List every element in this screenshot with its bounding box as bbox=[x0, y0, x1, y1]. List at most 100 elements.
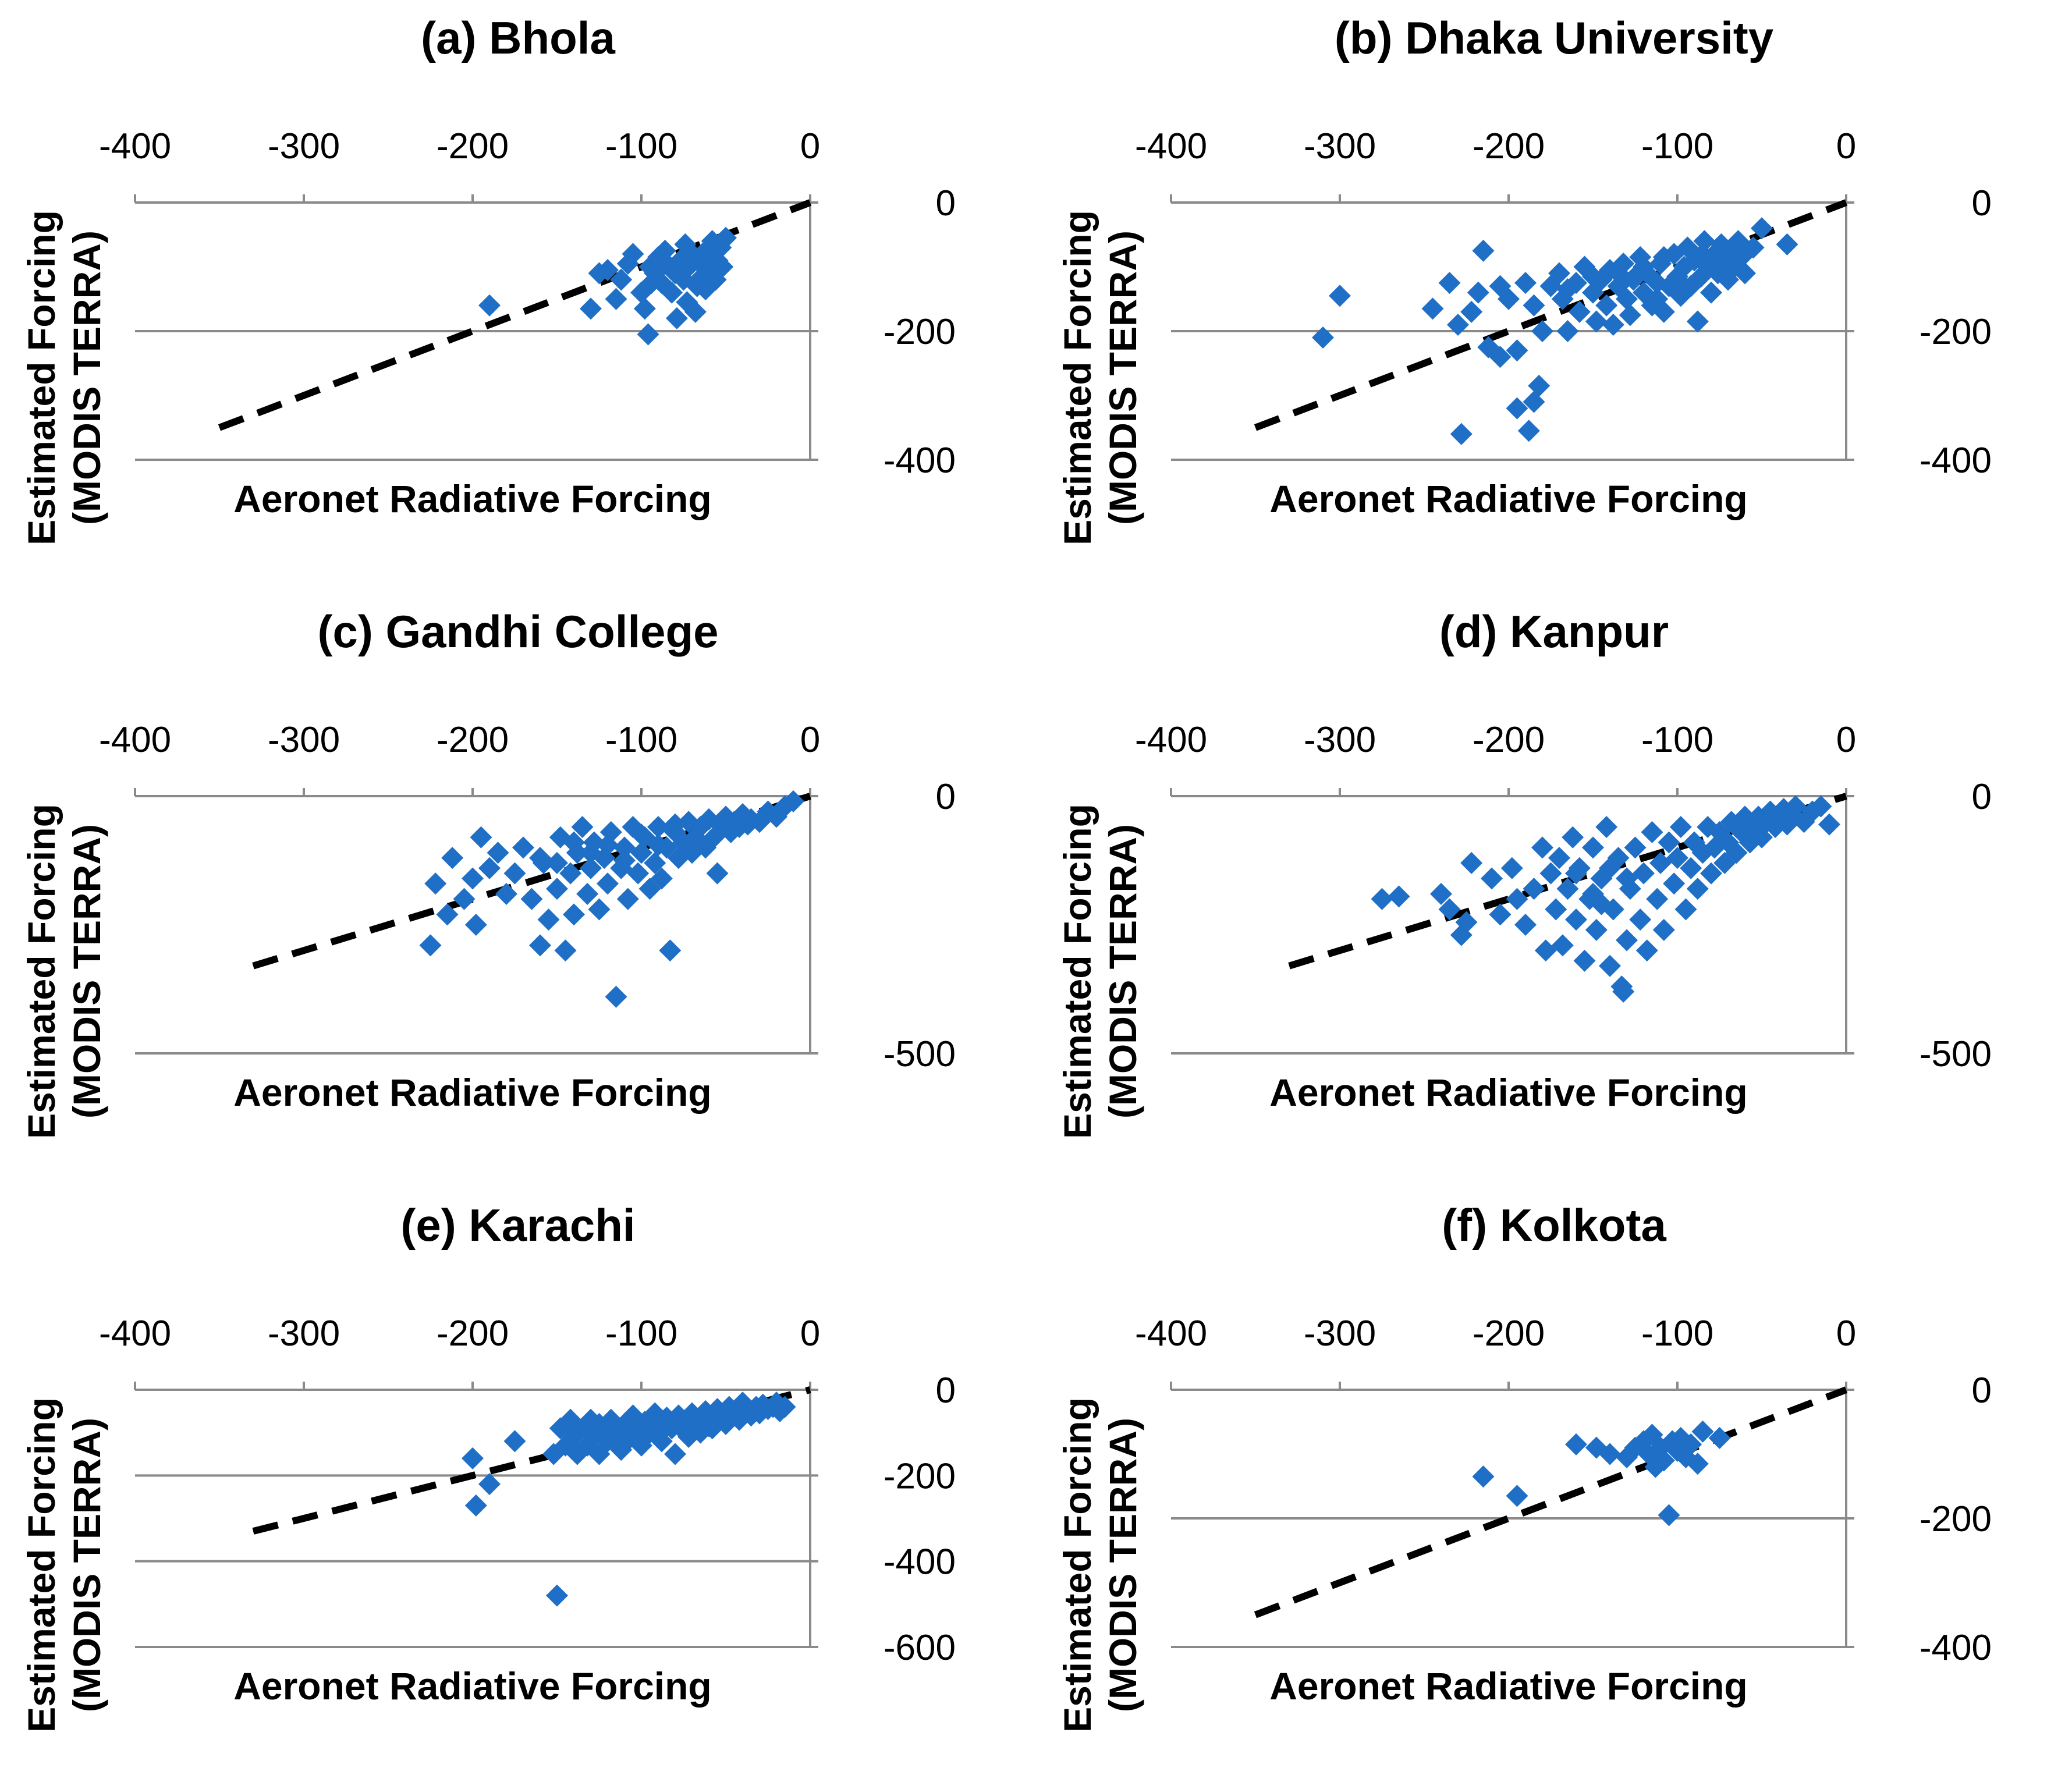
data-point bbox=[554, 939, 577, 962]
data-point bbox=[436, 903, 459, 926]
y-axis-label-line: Estimated Forcing bbox=[1056, 210, 1099, 545]
y-tick-label: -500 bbox=[884, 1034, 956, 1074]
x-tick-label: 0 bbox=[1836, 1314, 1856, 1354]
data-point bbox=[1646, 888, 1669, 910]
data-point bbox=[546, 1584, 568, 1607]
data-point bbox=[1646, 287, 1669, 310]
data-point bbox=[462, 1447, 484, 1469]
data-point bbox=[1706, 262, 1729, 285]
data-point bbox=[1562, 826, 1584, 849]
data-point bbox=[1312, 326, 1334, 349]
data-point bbox=[677, 1426, 700, 1449]
y-tick-label: 0 bbox=[936, 183, 956, 223]
data-point bbox=[588, 898, 611, 921]
data-point bbox=[1658, 1504, 1680, 1527]
x-tick-label: -100 bbox=[605, 1314, 677, 1354]
data-point bbox=[1641, 1424, 1663, 1446]
data-point bbox=[1590, 893, 1613, 915]
y-tick-label: -400 bbox=[884, 1542, 956, 1582]
chart-panel-kolkota: (f) Kolkota -400 -300 -200 -100 0 0 -200 -400 Aer… bbox=[1036, 1187, 2072, 1781]
data-point bbox=[1582, 836, 1604, 859]
data-point bbox=[563, 831, 585, 854]
data-point bbox=[630, 1417, 652, 1440]
data-point bbox=[1460, 300, 1483, 323]
chart-title: (c) Gandhi College bbox=[317, 606, 718, 657]
data-point bbox=[1751, 826, 1773, 849]
data-point bbox=[1585, 918, 1608, 941]
y-axis-label: Estimated Forcing(MODIS TERRA) bbox=[1056, 804, 1144, 1139]
data-point bbox=[1751, 217, 1773, 240]
y-tick-label: 0 bbox=[936, 777, 956, 817]
chart-title: (a) Bhola bbox=[421, 12, 615, 63]
scatter-chart-kanpur: (d) Kanpur -400 -300 -200 -100 0 0 -500 Aeronet … bbox=[1056, 606, 1992, 1139]
data-point bbox=[674, 233, 697, 255]
data-point bbox=[757, 800, 779, 823]
x-tick-label: 0 bbox=[1836, 720, 1856, 760]
data-point bbox=[605, 287, 627, 310]
data-point bbox=[1669, 272, 1692, 294]
x-axis-label: Aeronet Radiative Forcing bbox=[233, 1071, 712, 1114]
y-axis-label: Estimated Forcing(MODIS TERRA) bbox=[1056, 210, 1144, 545]
x-axis-label: Aeronet Radiative Forcing bbox=[1269, 477, 1748, 520]
data-point bbox=[1595, 294, 1618, 317]
y-axis-label: Estimated Forcing(MODIS TERRA) bbox=[1056, 1397, 1144, 1733]
data-point bbox=[698, 1415, 720, 1437]
data-point bbox=[1599, 1443, 1621, 1465]
y-axis-label-line: (MODIS TERRA) bbox=[1101, 824, 1144, 1119]
x-tick-label: -200 bbox=[1473, 126, 1545, 166]
data-point bbox=[1498, 287, 1520, 310]
data-point bbox=[1622, 268, 1645, 291]
data-point bbox=[1438, 272, 1461, 294]
data-point bbox=[1599, 954, 1621, 977]
chart-title: (f) Kolkota bbox=[1442, 1199, 1666, 1251]
data-point bbox=[1697, 816, 1719, 839]
data-point bbox=[597, 872, 619, 895]
data-point bbox=[1421, 297, 1444, 320]
x-tick-label: -200 bbox=[1473, 1314, 1545, 1354]
y-tick-label: -400 bbox=[884, 441, 956, 481]
data-point bbox=[1793, 811, 1815, 833]
data-point bbox=[1455, 911, 1478, 933]
data-point bbox=[637, 323, 659, 346]
x-tick-label: -300 bbox=[1304, 1314, 1376, 1354]
scatter-chart-gandhi-college: (c) Gandhi College -400 -300 -200 -100 0 0 -500… bbox=[20, 606, 956, 1139]
y-axis-label-line: Estimated Forcing bbox=[1056, 1397, 1099, 1733]
data-point bbox=[698, 808, 720, 830]
data-point bbox=[559, 862, 582, 885]
chart-panel-kanpur: (d) Kanpur -400 -300 -200 -100 0 0 -500 Aeronet … bbox=[1036, 594, 2072, 1187]
chart-panel-bhola: (a) Bhola -400 -300 -200 -100 0 0 -200 -400 Aeron… bbox=[0, 0, 1036, 594]
data-point bbox=[1633, 255, 1655, 278]
data-point bbox=[715, 1404, 737, 1427]
data-point bbox=[640, 272, 663, 294]
x-tick-label: -400 bbox=[1135, 126, 1207, 166]
data-point bbox=[537, 908, 560, 931]
data-point bbox=[664, 813, 686, 836]
data-point bbox=[1582, 265, 1604, 288]
data-point bbox=[1818, 813, 1840, 836]
y-tick-label: -200 bbox=[1920, 1499, 1992, 1539]
data-point bbox=[1460, 851, 1483, 874]
data-point bbox=[664, 1443, 686, 1465]
data-point bbox=[1810, 795, 1832, 818]
y-axis-label-line: (MODIS TERRA) bbox=[65, 824, 108, 1119]
data-point bbox=[630, 842, 652, 864]
y-tick-label: 0 bbox=[936, 1371, 956, 1411]
data-point bbox=[1595, 816, 1618, 839]
x-tick-label: -300 bbox=[268, 720, 340, 760]
data-point bbox=[487, 842, 509, 864]
data-point bbox=[647, 833, 669, 856]
data-point bbox=[1666, 847, 1688, 869]
x-tick-label: 0 bbox=[800, 720, 820, 760]
data-point bbox=[503, 862, 526, 885]
y-axis-label-line: Estimated Forcing bbox=[20, 210, 63, 545]
y-tick-label: 0 bbox=[1972, 1371, 1992, 1411]
data-point bbox=[613, 849, 636, 872]
y-tick-label: -500 bbox=[1920, 1034, 1992, 1074]
data-point bbox=[1674, 898, 1697, 921]
x-tick-label: -100 bbox=[1641, 126, 1713, 166]
data-point bbox=[672, 1419, 695, 1442]
data-point bbox=[1556, 320, 1579, 342]
data-point bbox=[715, 226, 737, 249]
data-point bbox=[1551, 287, 1574, 310]
data-point bbox=[1506, 1485, 1528, 1507]
